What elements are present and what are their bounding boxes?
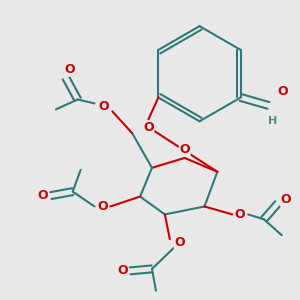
Text: O: O — [97, 200, 108, 213]
Text: O: O — [143, 121, 154, 134]
Text: O: O — [38, 189, 48, 202]
Text: O: O — [280, 193, 291, 206]
Text: O: O — [117, 264, 128, 278]
Text: O: O — [179, 142, 190, 155]
Text: O: O — [235, 208, 245, 221]
Text: O: O — [64, 63, 75, 76]
Text: H: H — [268, 116, 277, 126]
Text: O: O — [174, 236, 185, 249]
Text: O: O — [277, 85, 288, 98]
Text: O: O — [98, 100, 109, 113]
